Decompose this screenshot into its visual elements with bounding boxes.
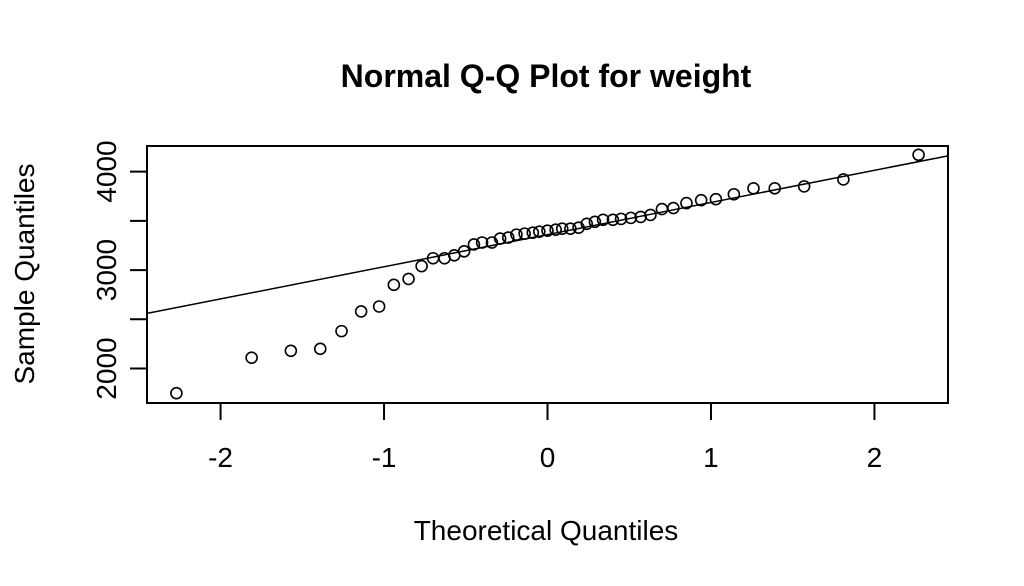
data-point [747, 182, 760, 195]
x-tick-label: 2 [867, 442, 883, 473]
data-point [727, 187, 741, 201]
plot-frame [146, 145, 949, 404]
data-point [402, 272, 415, 286]
data-point [768, 182, 782, 195]
data-point [549, 223, 562, 236]
data-point [493, 232, 507, 245]
x-axis: -2 -1 0 1 2 [208, 403, 882, 473]
x-axis-label: Theoretical Quantiles [414, 515, 679, 546]
data-point [614, 212, 628, 226]
data-point [555, 222, 569, 236]
data-point [372, 300, 386, 313]
data-point [501, 231, 515, 244]
data-point [564, 222, 577, 236]
data-point [510, 228, 523, 241]
reference-line-group [146, 155, 949, 315]
data-point [335, 324, 348, 338]
data-point [467, 238, 481, 251]
data-point [313, 342, 327, 356]
y-axis: 2000 3000 4000 [91, 140, 147, 400]
data-point [475, 236, 489, 249]
data-point [245, 351, 258, 365]
chart-title: Normal Q-Q Plot for weight [341, 58, 752, 94]
y-tick-label: 2000 [91, 337, 122, 399]
x-tick-label: 0 [540, 442, 556, 473]
data-point [606, 213, 620, 227]
data-point [387, 278, 401, 292]
y-axis-label: Sample Quantiles [9, 163, 40, 384]
data-point [837, 173, 850, 186]
data-point [457, 245, 471, 258]
data-points [170, 148, 925, 400]
data-point [667, 201, 680, 215]
data-point [526, 226, 540, 239]
y-tick-label: 3000 [91, 239, 122, 301]
data-point [624, 211, 638, 225]
data-point [912, 148, 925, 162]
data-point [354, 305, 368, 318]
data-point [588, 215, 602, 229]
data-point [518, 227, 531, 240]
data-point [580, 217, 594, 231]
x-tick-label: -1 [372, 442, 397, 473]
data-point [533, 225, 546, 238]
data-point [709, 192, 723, 206]
data-point [680, 196, 693, 210]
data-point [415, 259, 428, 273]
data-point [170, 386, 183, 400]
data-point [541, 224, 554, 237]
y-tick-label: 4000 [91, 140, 122, 202]
data-point [644, 208, 657, 222]
qq-reference-line [146, 155, 949, 315]
data-point [797, 180, 811, 193]
data-point [284, 344, 298, 358]
data-point [596, 213, 610, 227]
x-tick-label: 1 [703, 442, 719, 473]
x-tick-label: -2 [208, 442, 233, 473]
data-point [694, 193, 708, 207]
